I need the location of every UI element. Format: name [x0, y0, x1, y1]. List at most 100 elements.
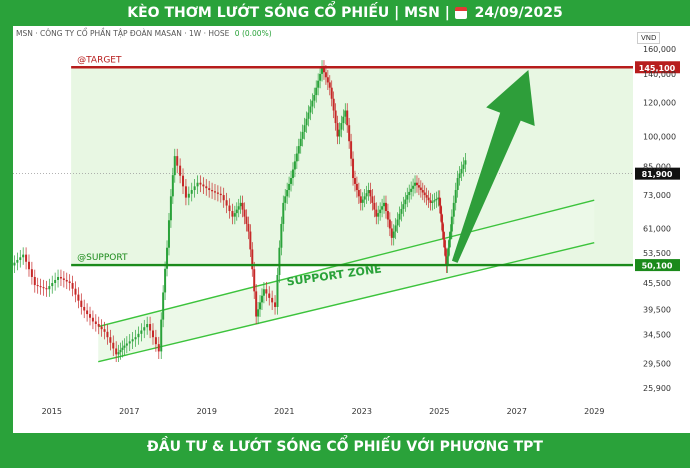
candle-body	[342, 116, 345, 124]
up-arrow	[451, 69, 535, 263]
support-price-tag	[635, 259, 680, 272]
candle-body	[140, 330, 143, 334]
candle-body	[317, 80, 320, 88]
candle-body	[54, 279, 57, 284]
candle-body	[419, 187, 422, 191]
candle-body	[42, 287, 45, 289]
channel-lower-line	[98, 242, 595, 363]
candle-body	[340, 123, 343, 130]
candle-body	[184, 186, 187, 198]
candle-body	[443, 239, 446, 248]
candle-body	[390, 228, 393, 238]
candle-body	[164, 268, 167, 293]
candle-body	[303, 125, 306, 132]
candle-body	[400, 208, 403, 214]
target-price-label: 145,100	[639, 64, 676, 73]
candle-body	[425, 195, 428, 198]
candle-body	[441, 222, 444, 232]
current-price-label: 81,900	[642, 170, 673, 179]
candle-body	[338, 129, 341, 137]
candle-body	[438, 197, 441, 206]
candle-body	[384, 202, 387, 212]
candle-body	[280, 223, 283, 248]
candle-body	[196, 182, 199, 187]
candle-body	[89, 314, 92, 318]
candle-body	[235, 209, 238, 214]
y-tick-label: 53,500	[643, 249, 671, 258]
candle-body	[433, 200, 436, 202]
y-tick-label: 100,000	[643, 133, 676, 142]
candle-body	[448, 239, 451, 248]
candle-body	[392, 231, 395, 238]
candle-body	[288, 183, 291, 191]
candle-body	[162, 292, 165, 320]
currency-label[interactable]: VND	[637, 32, 661, 44]
price-change: 0 (0.00%)	[234, 29, 272, 38]
chart-info-bar: MSN · CÔNG TY CỔ PHẦN TẬP ĐOÀN MASAN · 1…	[16, 29, 272, 38]
candle-body	[117, 352, 120, 355]
x-tick-label: 2029	[584, 407, 604, 416]
candle-body	[444, 247, 447, 257]
chart-area[interactable]: SUPPORT ZONE @TARGET 145,100 @SUPPORT 50,100…	[13, 26, 690, 433]
candle-body	[154, 337, 157, 345]
candle-body	[13, 262, 16, 266]
candle-body	[199, 182, 202, 185]
candle-body	[45, 288, 48, 290]
candle-body	[293, 161, 296, 170]
candle-body	[311, 100, 314, 107]
candle-body	[211, 190, 214, 192]
y-tick-label: 45,500	[643, 279, 671, 288]
candle-body	[257, 309, 260, 317]
x-tick-label: 2027	[507, 407, 527, 416]
candle-body	[328, 82, 331, 88]
candle-body	[151, 330, 154, 338]
candle-body	[435, 198, 438, 201]
candle-body	[307, 112, 310, 119]
candle-body	[74, 288, 77, 295]
candle-body	[460, 168, 463, 174]
x-tick-label: 2017	[119, 407, 139, 416]
candle-body	[301, 131, 304, 139]
current-price-tag	[635, 167, 680, 180]
candle-body	[48, 286, 51, 290]
candle-body	[216, 192, 219, 194]
candle-body	[249, 231, 252, 250]
candle-body	[447, 247, 450, 257]
candle-body	[295, 153, 298, 162]
candle-body	[458, 173, 461, 179]
candle-body	[237, 206, 240, 210]
candle-body	[357, 190, 360, 197]
candle-body	[222, 195, 225, 201]
price-chart[interactable]: SUPPORT ZONE@TARGET145,100@SUPPORT50,100…	[13, 26, 690, 433]
candle-body	[228, 205, 231, 212]
candle-body	[119, 349, 122, 353]
symbol-line: MSN · CÔNG TY CỔ PHẦN TẬP ĐOÀN MASAN · 1…	[16, 29, 230, 38]
candle-body	[83, 306, 86, 311]
candle-body	[348, 125, 351, 142]
x-tick-label: 2019	[197, 407, 217, 416]
candle-body	[128, 341, 131, 344]
candle-body	[91, 317, 94, 322]
y-tick-label: 140,000	[643, 70, 676, 79]
candle-body	[160, 319, 163, 352]
candle-body	[33, 276, 36, 286]
candle-body	[94, 321, 97, 325]
candle-body	[379, 209, 382, 214]
candle-body	[355, 183, 358, 191]
candle-body	[417, 185, 420, 188]
candle-body	[396, 219, 399, 226]
y-tick-label: 160,000	[643, 45, 676, 54]
candle-body	[315, 87, 318, 96]
candle-body	[365, 193, 368, 197]
candle-body	[255, 291, 258, 317]
candle-body	[57, 276, 60, 280]
candle-body	[369, 190, 372, 197]
footer-banner: ĐẦU TƯ & LƯỚT SÓNG CỔ PHIẾU VỚI PHƯƠNG T…	[0, 433, 690, 461]
candle-body	[377, 213, 380, 217]
candle-body	[373, 202, 376, 210]
y-tick-label: 85,000	[643, 163, 671, 172]
header-title: KÈO THƠM LƯỚT SÓNG CỔ PHIẾU | MSN |	[127, 5, 450, 21]
candle-body	[39, 286, 42, 288]
candle-body	[410, 188, 413, 192]
candle-body	[276, 275, 279, 307]
